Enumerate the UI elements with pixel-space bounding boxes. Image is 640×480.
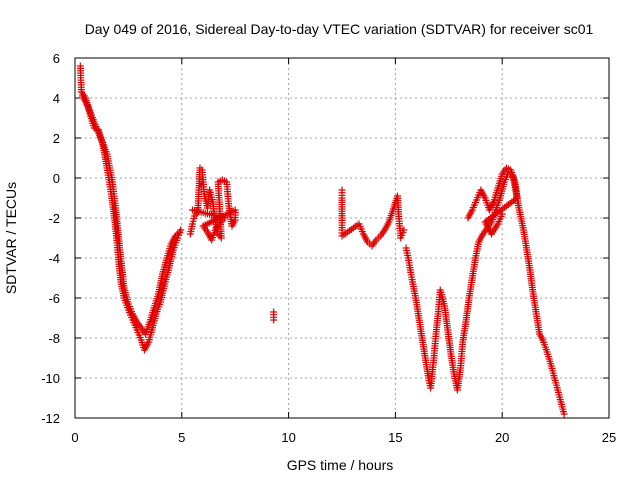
chart-title: Day 049 of 2016, Sidereal Day-to-day VTE… (85, 21, 594, 37)
x-tick-labels: 0 5 10 15 20 25 (71, 430, 616, 445)
x-tick-label: 10 (281, 430, 295, 445)
grid-lines (75, 58, 609, 418)
data-point (498, 210, 506, 218)
x-axis-label: GPS time / hours (287, 457, 394, 473)
y-tick-label: -10 (41, 371, 60, 386)
data-point (270, 316, 278, 324)
y-tick-label: -12 (41, 411, 60, 426)
x-tick-label: 25 (602, 430, 616, 445)
y-tick-label: -4 (48, 251, 60, 266)
x-tick-label: 15 (388, 430, 402, 445)
y-tick-labels: -12 -10 -8 -6 -4 -2 0 2 4 6 (41, 51, 60, 426)
data-point (560, 410, 568, 418)
y-tick-label: 0 (53, 171, 60, 186)
y-tick-label: 4 (53, 91, 60, 106)
data-point (176, 228, 184, 236)
y-tick-label: -2 (48, 211, 60, 226)
x-tick-label: 5 (178, 430, 185, 445)
x-tick-label: 20 (495, 430, 509, 445)
y-tick-label: 2 (53, 131, 60, 146)
y-axis-label: SDTVAR / TECUs (3, 182, 19, 294)
plot-frame (74, 57, 610, 419)
data-point (188, 206, 196, 214)
x-tick-label: 0 (71, 430, 78, 445)
y-tick-label: 6 (53, 51, 60, 66)
data-point (400, 226, 408, 234)
y-tick-label: -6 (48, 291, 60, 306)
y-tick-label: -8 (48, 331, 60, 346)
data-points (76, 62, 568, 418)
